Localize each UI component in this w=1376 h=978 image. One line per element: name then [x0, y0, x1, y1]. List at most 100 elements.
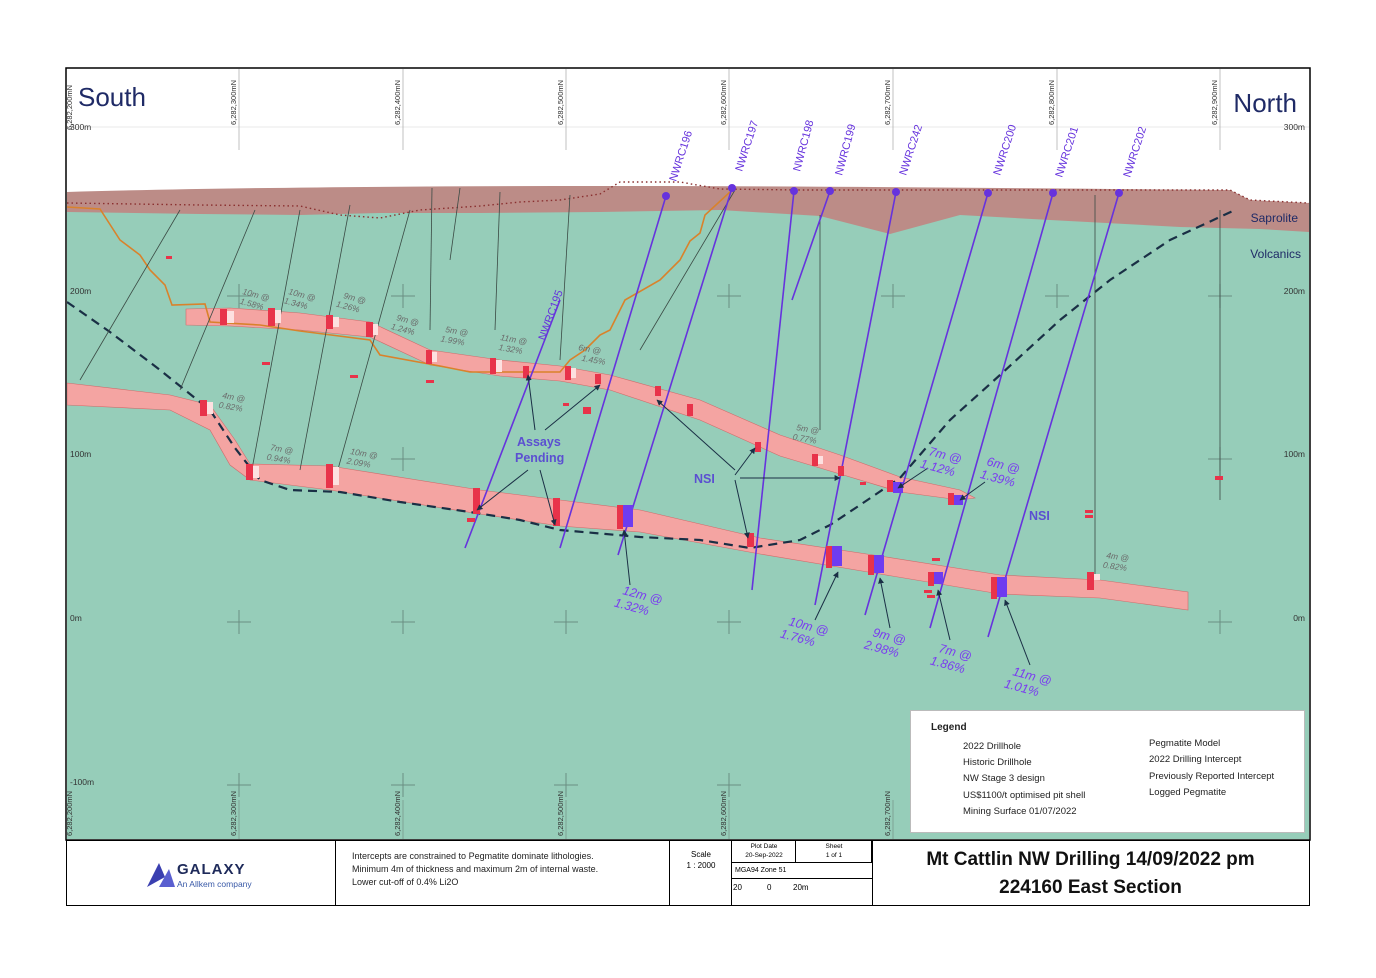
scalebar-right: 20m	[793, 883, 809, 892]
pit-shell	[67, 209, 1236, 550]
prev-len-6: 6m @	[578, 342, 603, 356]
grid-lines	[67, 69, 1309, 150]
mining-surface	[67, 181, 1309, 219]
prev-grade-11: 0.82%	[1102, 560, 1128, 573]
elev-right-200: 200m	[1284, 286, 1305, 296]
elev-right-100: 100m	[1284, 449, 1305, 459]
sheet-value: 1 of 1	[825, 852, 843, 859]
legend-item-intercept-2022: 2022 Drilling Intercept	[1149, 754, 1242, 765]
legend-item-drillhole-2022: 2022 Drillhole	[963, 741, 1022, 752]
logo-cell: GALAXY An Allkem company	[67, 841, 336, 905]
legend-item-mining-surface: Mining Surface 01/07/2022	[963, 806, 1077, 817]
northing-labels-bottom: 6,282,200mN 6,282,300mN 6,282,400mN 6,28…	[65, 791, 892, 836]
prev-len-5: 11m @	[500, 332, 529, 347]
plot-date-value: 20-Sep-2022	[745, 852, 783, 859]
northing-top-1: 6,282,300mN	[229, 80, 238, 125]
prev-len-7: 4m @	[222, 390, 247, 404]
sheet-cell: Sheet 1 of 1	[796, 841, 872, 863]
new-intercept-labels: 12m @1.32% 10m @1.76% 9m @2.98% 7m @1.86…	[613, 444, 1053, 699]
prev-grade-10: 0.77%	[792, 432, 818, 446]
prev-grade-8: 0.94%	[266, 452, 292, 466]
elevation-labels: 300m 200m 100m 0m -100m 300m 200m 100m 0…	[70, 122, 1305, 787]
pending-label: Pending	[515, 451, 564, 465]
elev-left-0: 0m	[70, 613, 82, 623]
northing-top-0: 6,282,200mN	[65, 85, 74, 130]
prev-len-11: 4m @	[1106, 550, 1130, 563]
prev-len-9: 10m @	[350, 446, 379, 461]
northing-bottom-4: 6,282,600mN	[719, 791, 728, 836]
south-label: South	[78, 82, 146, 112]
plot-date-label: Plot Date	[750, 843, 778, 850]
prev-grade-4: 1.99%	[440, 333, 466, 347]
volcanics-label: Volcanics	[1250, 247, 1301, 261]
legend-item-previous-intercept: Previously Reported Intercept	[1149, 771, 1275, 782]
elev-left-300: 300m	[70, 122, 91, 132]
note-line-3: Lower cut-off of 0.4% Li2O	[352, 877, 459, 887]
prev-grade-6: 1.45%	[581, 353, 607, 367]
saprolite-layer	[67, 186, 1309, 234]
elev-left-200: 200m	[70, 286, 91, 296]
saprolite-label: Saprolite	[1251, 211, 1299, 225]
notes-cell: Intercepts are constrained to Pegmatite …	[336, 841, 670, 905]
northing-top-3: 6,282,500mN	[556, 80, 565, 125]
scalebar-divider	[732, 878, 872, 879]
title-block: GALAXY An Allkem company Intercepts are …	[66, 840, 1310, 906]
prev-grade-5: 1.32%	[498, 342, 524, 356]
northing-top-2: 6,282,400mN	[393, 80, 402, 125]
scale-value: 1 : 2000	[686, 861, 716, 870]
note-line-1: Intercepts are constrained to Pegmatite …	[352, 851, 594, 861]
historic-drillholes	[79, 187, 1221, 575]
northing-bottom-2: 6,282,400mN	[393, 791, 402, 836]
title-line-1: Mt Cattlin NW Drilling 14/09/2022 pm	[926, 849, 1255, 870]
note-line-2: Minimum 4m of thickness and maximum 2m o…	[352, 864, 599, 874]
northing-bottom-5: 6,282,700mN	[883, 791, 892, 836]
title-divider	[872, 841, 873, 905]
nsi-label-2: NSI	[1029, 509, 1050, 523]
pegmatite-upper	[185, 307, 976, 501]
grid-zone: MGA94 Zone 51	[735, 867, 787, 874]
plot-date-cell: Plot Date 20-Sep-2022	[732, 841, 796, 863]
collar-markers	[662, 184, 1123, 200]
legend-item-pit-shell: US$1100/t optimised pit shell	[963, 790, 1086, 801]
logged-pegmatite-marks	[166, 256, 1223, 598]
assays-label: Assays	[517, 435, 561, 449]
prev-grade-7: 0.82%	[218, 400, 244, 414]
nsi-label-1: NSI	[694, 472, 715, 486]
scalebar-zero: 0	[767, 883, 772, 892]
drillholes-2022	[464, 187, 1120, 638]
northing-bottom-3: 6,282,500mN	[556, 791, 565, 836]
northing-labels-top: 6,282,200mN 6,282,300mN 6,282,400mN 6,28…	[65, 80, 1219, 130]
north-label: North	[1233, 88, 1297, 118]
previous-intercept-labels: 10m @1.58% 10m @1.34% 9m @1.26% 9m @1.24…	[218, 286, 1130, 573]
prev-len-10: 5m @	[796, 422, 821, 436]
nw-stage3-design	[67, 191, 731, 373]
annotations: Assays Pending NSI NSI	[515, 435, 1050, 523]
northing-top-6: 6,282,800mN	[1047, 80, 1056, 125]
legend-item-historic: Historic Drillhole	[963, 757, 1032, 768]
sheet-label: Sheet	[825, 843, 843, 850]
elev-left-100: 100m	[70, 449, 91, 459]
scale-cell: Scale 1 : 2000	[670, 841, 732, 905]
elev-right-300: 300m	[1284, 122, 1305, 132]
title-line-2: 224160 East Section	[999, 877, 1182, 898]
company-name: GALAXY	[177, 861, 246, 878]
elev-right-0: 0m	[1293, 613, 1305, 623]
scale-label: Scale	[690, 850, 711, 859]
northing-top-4: 6,282,600mN	[719, 80, 728, 125]
scalebar-left: 20	[733, 883, 742, 892]
elev-left-neg100: -100m	[70, 777, 94, 787]
legend-item-pegmatite-model: Pegmatite Model	[1149, 738, 1221, 749]
prev-grade-9: 2.09%	[345, 455, 372, 469]
northing-bottom-1: 6,282,300mN	[229, 791, 238, 836]
callout-arrows	[476, 374, 1031, 666]
legend-panel: Legend 2022 Drillhole Historic Drillhole…	[910, 710, 1305, 833]
legend-item-stage3: NW Stage 3 design	[963, 773, 1045, 784]
galaxy-logo-icon	[147, 863, 175, 887]
legend-title: Legend	[931, 722, 967, 733]
intercepts-2022	[617, 480, 1007, 599]
northing-bottom-0: 6,282,200mN	[65, 791, 74, 836]
legend-item-logged-pegmatite: Logged Pegmatite	[1149, 787, 1227, 798]
northing-top-7: 6,282,900mN	[1210, 80, 1219, 125]
northing-top-5: 6,282,700mN	[883, 80, 892, 125]
